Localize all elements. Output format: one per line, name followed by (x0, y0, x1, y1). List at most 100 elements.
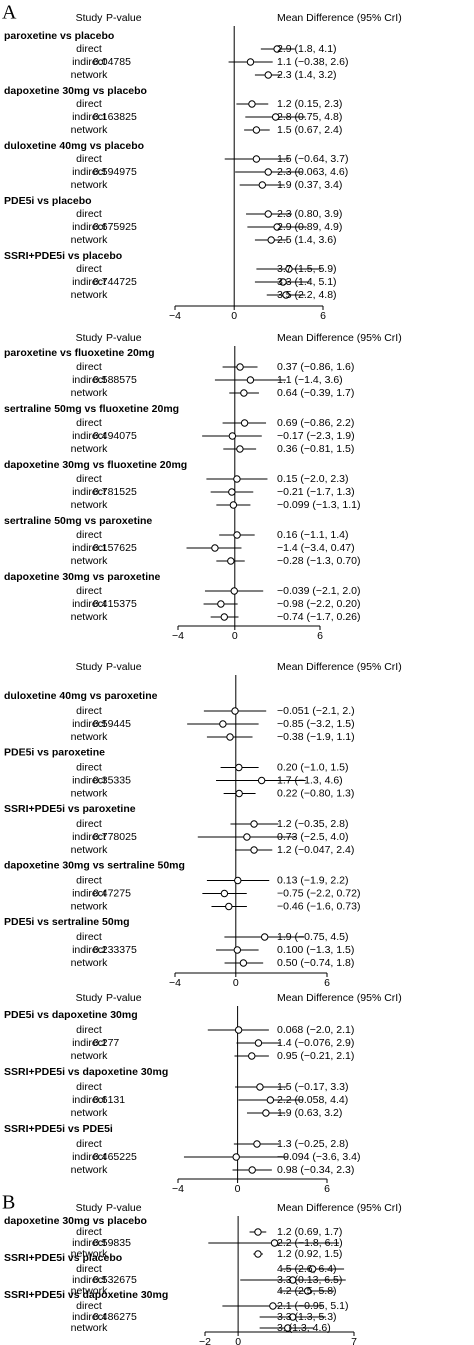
point-estimate (230, 587, 238, 595)
estimate-label: 0.37 (−0.86, 1.6) (277, 361, 354, 373)
p-value: 0.04785 (93, 56, 131, 68)
row-label: indirect (72, 1311, 106, 1323)
estimate-label: 1.1 (−1.4, 3.6) (277, 374, 343, 386)
point-estimate (269, 1302, 277, 1310)
point-estimate (235, 763, 243, 772)
estimate-header: Mean Difference (95% CrI) (277, 332, 402, 344)
study-header: Study (76, 332, 104, 344)
row-label: indirect (72, 1274, 106, 1286)
pvalue-header: P-value (106, 661, 142, 673)
point-estimate (262, 1109, 270, 1117)
row-label: direct (76, 1024, 102, 1036)
row-label: direct (76, 43, 102, 55)
comparison-title: dapoxetine 30mg vs paroxetine (4, 571, 161, 583)
pvalue-header: P-value (106, 1202, 142, 1214)
row-label: direct (76, 761, 102, 773)
point-estimate (260, 933, 269, 941)
point-estimate (234, 876, 242, 885)
point-estimate (225, 902, 233, 911)
estimate-label: 1.2 (0.69, 1.7) (277, 1226, 342, 1238)
row-label: direct (76, 1226, 102, 1238)
row-label: network (71, 1107, 109, 1119)
estimate-header: Mean Difference (95% CrI) (277, 992, 402, 1004)
estimate-label: 1.9 (−0.75, 4.5) (277, 931, 349, 943)
point-estimate (279, 278, 287, 286)
estimate-label: −0.74 (−1.7, 0.26) (277, 611, 360, 623)
estimate-label: 0.15 (−2.0, 2.3) (277, 473, 349, 485)
x-tick-label: 6 (324, 1183, 330, 1195)
p-value: 0.594975 (93, 166, 137, 178)
p-value: 0.675925 (93, 221, 137, 233)
point-estimate (273, 223, 281, 231)
point-estimate (211, 544, 219, 552)
study-header: Study (76, 1202, 104, 1214)
p-value: 0.6131 (93, 1094, 125, 1106)
point-estimate (271, 113, 280, 121)
point-estimate (246, 58, 255, 66)
point-estimate (284, 1324, 292, 1332)
x-tick-label: 0 (231, 310, 237, 322)
estimate-label: 0.95 (−0.21, 2.1) (277, 1050, 354, 1062)
comparison-title: paroxetine vs fluoxetine 20mg (4, 347, 155, 359)
row-label: indirect (72, 831, 106, 843)
point-estimate (233, 531, 241, 539)
x-tick-label: 6 (317, 630, 323, 642)
panel-label: B (2, 1192, 15, 1214)
comparison-title: SSRI+PDE5i vs dapoxetine 30mg (4, 1066, 168, 1078)
p-value: 0.59445 (93, 718, 131, 730)
estimate-label: 2.3 (0.80, 3.9) (277, 208, 342, 220)
point-estimate (239, 959, 248, 967)
point-estimate (264, 168, 272, 176)
row-label: indirect (72, 374, 106, 386)
point-estimate (264, 71, 272, 79)
row-label: network (71, 387, 109, 399)
estimate-label: −0.98 (−2.2, 0.20) (277, 598, 360, 610)
estimate-label: −0.75 (−2.2, 0.72) (277, 887, 360, 899)
row-label: direct (76, 874, 102, 886)
estimate-label: −0.46 (−1.6, 0.73) (277, 900, 360, 912)
row-label: indirect (72, 56, 106, 68)
pvalue-header: P-value (106, 992, 142, 1004)
x-tick-label: 0 (235, 1183, 241, 1195)
estimate-label: 0.16 (−1.1, 1.4) (277, 529, 349, 541)
point-estimate (254, 1250, 262, 1258)
estimate-label: 1.5 (0.67, 2.4) (277, 124, 342, 136)
p-value: 0.778025 (93, 831, 137, 843)
estimate-label: 0.13 (−1.9, 2.2) (277, 874, 349, 886)
row-label: network (71, 555, 109, 567)
point-estimate (258, 181, 267, 189)
p-value: 0.35335 (93, 774, 131, 786)
point-estimate (229, 501, 238, 509)
estimate-label: 1.5 (−0.64, 3.7) (277, 153, 349, 165)
estimate-label: 1.5 (−0.17, 3.3) (277, 1081, 349, 1093)
estimate-label: 2.2 (−1.8, 6.1) (277, 1237, 343, 1249)
point-estimate (235, 789, 243, 798)
estimate-header: Mean Difference (95% CrI) (277, 12, 402, 24)
point-estimate (254, 1039, 263, 1047)
point-estimate (233, 475, 241, 483)
point-estimate (227, 557, 235, 565)
row-label: indirect (72, 598, 106, 610)
row-label: network (71, 731, 109, 743)
x-tick-label: −4 (172, 1183, 184, 1195)
row-label: network (71, 1050, 109, 1062)
comparison-title: SSRI+PDE5i vs placebo (4, 1252, 122, 1264)
point-estimate (289, 1313, 297, 1321)
row-label: network (71, 1322, 109, 1334)
x-tick-label: −4 (169, 977, 181, 989)
p-value: 0.532675 (93, 1274, 137, 1286)
point-estimate (236, 363, 244, 371)
comparison-title: SSRI+PDE5i vs placebo (4, 250, 122, 262)
point-estimate (240, 389, 248, 397)
point-estimate (217, 600, 225, 608)
estimate-label: 2.1 (−0.95, 5.1) (277, 1300, 349, 1312)
estimate-label: 0.20 (−1.0, 1.5) (277, 761, 349, 773)
point-estimate (220, 613, 228, 621)
estimate-label: −0.85 (−3.2, 1.5) (277, 718, 355, 730)
comparison-title: dapoxetine 30mg vs placebo (4, 85, 147, 97)
point-estimate (233, 946, 242, 954)
point-estimate (257, 776, 266, 785)
study-header: Study (76, 661, 104, 673)
comparison-title: duloxetine 40mg vs paroxetine (4, 690, 158, 702)
p-value: 0.157625 (93, 542, 137, 554)
